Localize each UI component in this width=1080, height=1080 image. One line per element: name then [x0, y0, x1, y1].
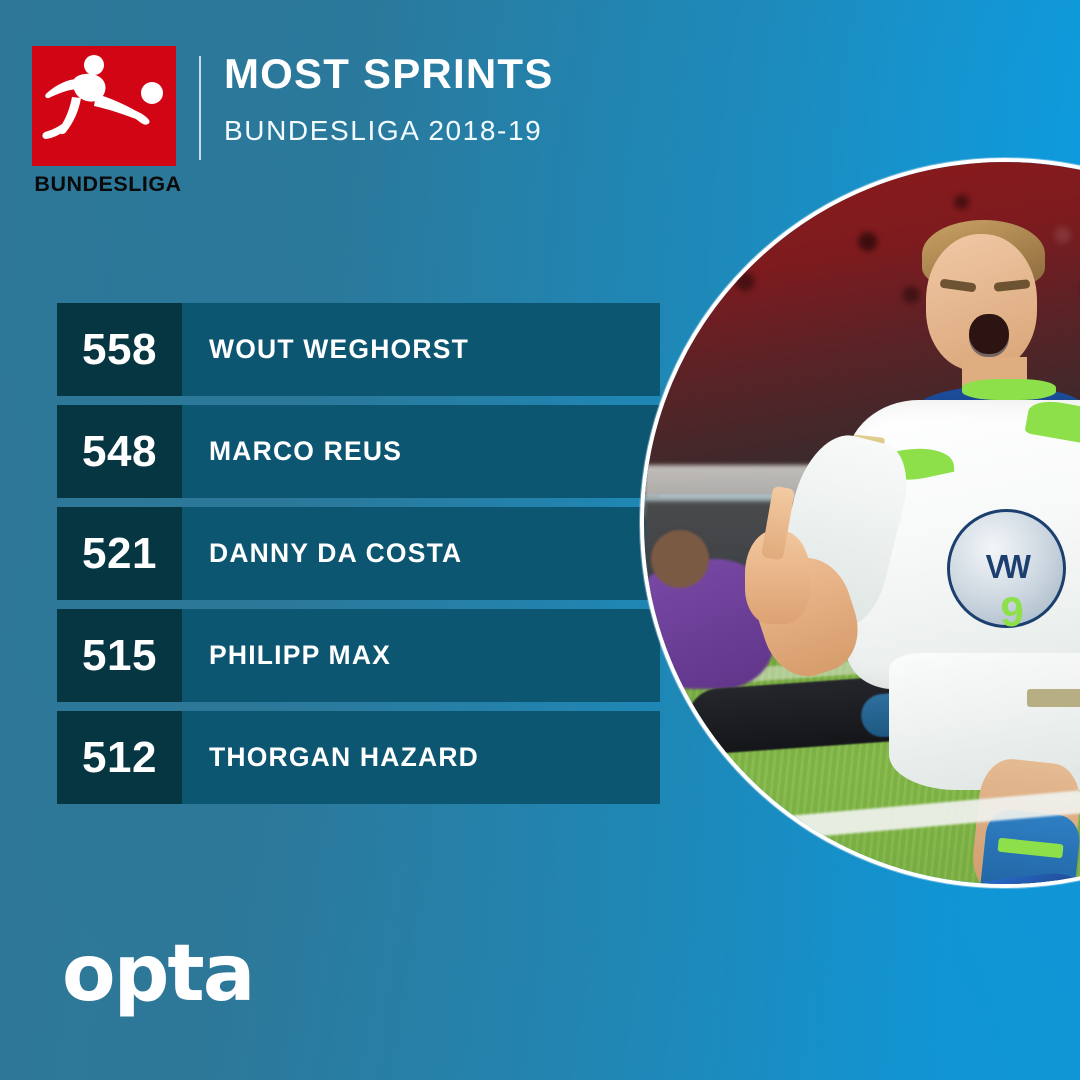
stat-value: 548: [57, 405, 182, 498]
stat-list: 558 WOUT WEGHORST 548 MARCO REUS 521 DANNY DA…: [57, 303, 660, 804]
stat-player-name: PHILIPP MAX: [209, 640, 392, 670]
stat-player-name: THORGAN HAZARD: [209, 742, 479, 772]
stat-player-name: DANNY DA COSTA: [209, 538, 463, 568]
vw-logo-text: VW: [985, 549, 1031, 586]
opta-wordmark: opta: [62, 929, 255, 1019]
page-subtitle: BUNDESLIGA 2018-19: [224, 115, 543, 147]
player-photo-inner: W VW 9: [644, 162, 1080, 884]
stat-player-name: MARCO REUS: [209, 436, 403, 466]
stat-value: 515: [57, 609, 182, 702]
header: BUNDESLIGA MOST SPRINTS BUNDESLIGA 2018-…: [0, 0, 640, 215]
stat-player-name: WOUT WEGHORST: [209, 334, 469, 364]
stat-value: 558: [57, 303, 182, 396]
player-photo: W VW 9: [640, 158, 1080, 888]
player-open-mouth: [968, 313, 1009, 357]
bundesliga-logo-mark: [32, 46, 176, 166]
stat-row: 521 DANNY DA COSTA: [57, 507, 660, 600]
jersey-number: 9: [1000, 587, 1024, 635]
stat-row: 548 MARCO REUS: [57, 405, 660, 498]
title-block: MOST SPRINTS BUNDESLIGA 2018-19: [224, 50, 554, 147]
page-title: MOST SPRINTS: [224, 50, 554, 97]
stat-value: 521: [57, 507, 182, 600]
header-divider: [199, 56, 201, 160]
volkswagen-sponsor-logo: VW: [947, 508, 1067, 628]
jersey-collar-accent: [961, 378, 1056, 401]
bundesliga-logo: BUNDESLIGA: [32, 46, 184, 197]
stat-row: 512 THORGAN HAZARD: [57, 711, 660, 804]
shorts-waistband-detail: [1026, 689, 1080, 708]
stat-value: 512: [57, 711, 182, 804]
bundesliga-logo-wordmark: BUNDESLIGA: [34, 172, 182, 196]
opta-logo: opta: [62, 929, 255, 1019]
stat-row: 515 PHILIPP MAX: [57, 609, 660, 702]
stat-row: 558 WOUT WEGHORST: [57, 303, 660, 396]
fallen-player-head: [651, 530, 709, 588]
